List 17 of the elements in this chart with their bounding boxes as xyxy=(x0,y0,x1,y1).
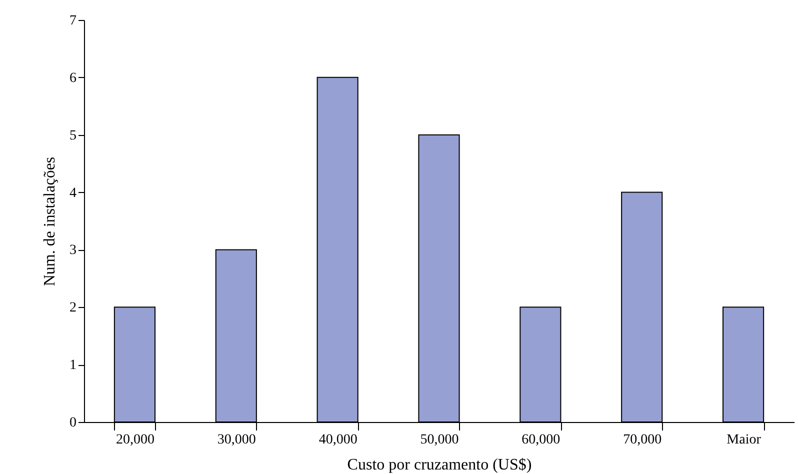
x-tick-label: 30,000 xyxy=(217,432,256,448)
y-tick-label: 0 xyxy=(70,416,76,430)
x-tick-label: 50,000 xyxy=(420,432,459,448)
y-tick-label: 4 xyxy=(70,186,76,201)
y-axis-title: Num. de instalações xyxy=(42,156,58,286)
x-tick-label: 20,000 xyxy=(116,432,154,448)
x-axis-title: Custo por cruzamento (US$) xyxy=(347,456,532,474)
x-tick-label: Maior xyxy=(726,432,762,448)
y-tick-label: 5 xyxy=(70,128,76,144)
x-tick-label: 60,000 xyxy=(522,432,560,448)
y-tick-label: 1 xyxy=(70,358,76,374)
y-tick-label: 6 xyxy=(70,70,76,86)
y-tick-label: 3 xyxy=(70,243,76,258)
y-tick-label: 2 xyxy=(70,300,76,316)
x-tick-label: 70,000 xyxy=(623,432,662,448)
x-tick-label: 40,000 xyxy=(318,432,358,448)
y-tick-label: 7 xyxy=(70,14,76,28)
